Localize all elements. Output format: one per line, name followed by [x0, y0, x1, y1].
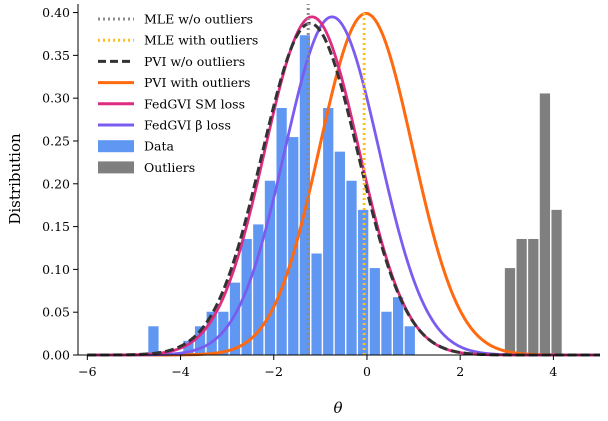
x-axis-label: θ: [333, 399, 342, 417]
legend: MLE w/o outliers MLE with outliers PVI w/o…: [98, 12, 258, 175]
y-tick-label: 0.00: [42, 348, 70, 363]
legend-label-fedgvi-loss: FedGVI β loss: [144, 118, 231, 133]
y-tick-label: 0.25: [42, 133, 70, 148]
data-bar-16: [333, 150, 346, 356]
data-bar-19: [368, 267, 381, 356]
legend-label-mle-with-outliers: MLE with outliers: [144, 33, 258, 48]
legend-swatch-outliers: [98, 161, 134, 174]
legend-label-outliers: Outliers: [144, 160, 195, 175]
legend-label-pvi-with-outliers: PVI with outliers: [144, 75, 250, 90]
y-tick-label: 0.40: [42, 5, 70, 20]
x-tick-label: 4: [549, 364, 557, 379]
x-tick-label: −2: [265, 364, 283, 379]
legend-swatch-data: [98, 140, 134, 153]
data-bar-17: [345, 179, 358, 356]
y-tick-label: 0.20: [42, 176, 70, 191]
outliers-bar-3: [539, 92, 551, 356]
data-bar-10: [264, 179, 276, 356]
y-tick-label: 0.30: [42, 91, 70, 106]
y-tick-label: 0.15: [42, 219, 70, 234]
legend-label-fedgvi-sm-loss: FedGVI SM loss: [144, 96, 245, 111]
x-axis-ticks: −6 −4 −2 0 2 4: [78, 355, 557, 379]
x-tick-label: 0: [363, 364, 371, 379]
x-tick-label: −6: [78, 364, 96, 379]
plot-area: [87, 4, 601, 357]
data-bar-0: [147, 325, 160, 356]
outliers-bar-4: [550, 209, 563, 356]
y-tick-label: 0.35: [42, 48, 70, 63]
x-tick-label: −4: [171, 364, 189, 379]
legend-label-mle-w-o-outliers: MLE w/o outliers: [144, 12, 253, 27]
outliers-bar-2: [527, 238, 540, 356]
outliers-bar-1: [515, 238, 528, 356]
data-bar-14: [310, 252, 323, 356]
data-bar-20: [380, 310, 393, 356]
data-bar-22: [403, 325, 416, 356]
y-axis-ticks: 0.00 0.05 0.10 0.15 0.20 0.25 0.30 0.35 0.40: [42, 5, 78, 363]
legend-label-pvi-w-o-outliers: PVI w/o outliers: [144, 54, 245, 69]
y-axis-label: Distribution: [6, 133, 24, 225]
outliers-bar-0: [504, 267, 516, 356]
y-tick-label: 0.10: [42, 262, 70, 277]
axes: [77, 4, 600, 356]
data-bar-15: [322, 107, 335, 356]
data-bar-21: [392, 296, 405, 356]
x-tick-label: 2: [456, 364, 464, 379]
curve-pvi-w-o-outliers: [87, 21, 601, 357]
y-tick-label: 0.05: [42, 305, 70, 320]
legend-label-data: Data: [144, 139, 174, 154]
